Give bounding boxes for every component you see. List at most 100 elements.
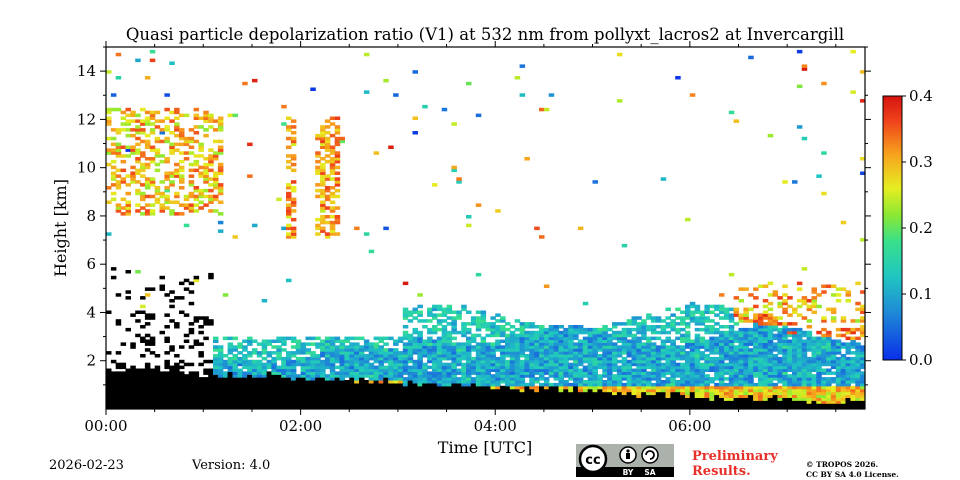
heatmap-cell	[670, 351, 676, 355]
heatmap-cell	[320, 209, 326, 213]
heatmap-cell	[393, 365, 399, 370]
heatmap-cell	[334, 232, 341, 236]
heatmap-cell	[412, 70, 418, 74]
heatmap-cell	[159, 131, 165, 135]
heatmap-cell	[704, 339, 710, 343]
heatmap-cell	[110, 151, 117, 155]
heatmap-cell	[738, 388, 744, 393]
heatmap-cell	[524, 330, 530, 335]
heatmap-cell	[252, 385, 258, 390]
heatmap-cell	[568, 342, 574, 346]
heatmap-cell	[714, 313, 720, 317]
heatmap-cell	[587, 362, 594, 367]
heatmap-cell	[417, 313, 423, 317]
heatmap-cell	[407, 333, 414, 338]
heatmap-cell	[203, 377, 209, 381]
heatmap-cell	[495, 365, 501, 370]
heatmap-cell	[670, 365, 676, 370]
heatmap-cell	[110, 197, 117, 202]
heatmap-cell	[830, 345, 837, 349]
heatmap-cell	[295, 377, 302, 381]
heatmap-cell	[130, 400, 136, 404]
heatmap-cell	[149, 148, 156, 152]
heatmap-cell	[203, 110, 209, 115]
heatmap-cell	[451, 322, 457, 326]
heatmap-cell	[144, 165, 151, 170]
heatmap-cell	[349, 348, 355, 352]
heatmap-cell	[626, 333, 633, 338]
heatmap-cell	[393, 351, 399, 355]
heatmap-cell	[738, 397, 744, 401]
heatmap-cell	[290, 232, 297, 236]
heatmap-cell	[227, 374, 234, 378]
heatmap-cell	[646, 385, 652, 390]
heatmap-cell	[582, 351, 589, 355]
heatmap-cell	[762, 348, 769, 352]
heatmap-cell	[252, 368, 258, 372]
heatmap-cell	[329, 220, 336, 225]
heatmap-cell	[801, 136, 808, 141]
heatmap-cell	[650, 388, 657, 393]
heatmap-cell	[232, 345, 238, 349]
heatmap-cell	[719, 359, 725, 364]
heatmap-cell	[636, 327, 642, 332]
heatmap-cell	[505, 371, 511, 375]
heatmap-cell	[164, 339, 170, 343]
heatmap-cell	[144, 313, 151, 317]
heatmap-cell	[174, 354, 180, 358]
heatmap-cell	[787, 385, 793, 390]
heatmap-cell	[125, 107, 131, 112]
heatmap-cell	[850, 342, 856, 346]
heatmap-cell	[860, 359, 865, 364]
heatmap-cell	[796, 377, 803, 381]
heatmap-cell	[276, 400, 282, 404]
heatmap-cell	[514, 374, 521, 378]
heatmap-cell	[777, 296, 783, 300]
heatmap-cell	[149, 403, 156, 407]
heatmap-cell	[524, 374, 530, 378]
heatmap-cell	[144, 400, 151, 404]
heatmap-cell	[402, 365, 409, 370]
heatmap-cell	[261, 345, 268, 349]
heatmap-cell	[505, 394, 511, 398]
heatmap-cell	[738, 336, 744, 341]
heatmap-cell	[665, 307, 671, 312]
heatmap-cell	[626, 368, 633, 372]
heatmap-cell	[339, 385, 345, 390]
heatmap-cell	[787, 365, 793, 370]
heatmap-cell	[777, 345, 783, 349]
heatmap-cell	[612, 362, 618, 367]
x-tick-label: 02:00	[279, 417, 322, 435]
heatmap-cell	[602, 374, 608, 378]
heatmap-cell	[193, 209, 200, 213]
heatmap-cell	[193, 403, 200, 407]
heatmap-cell	[495, 319, 501, 323]
heatmap-cell	[850, 374, 856, 378]
heatmap-cell	[743, 368, 749, 372]
heatmap-cell	[777, 403, 783, 407]
heatmap-cell	[680, 365, 686, 370]
heatmap-cell	[519, 385, 526, 390]
heatmap-cell	[320, 359, 326, 364]
heatmap-cell	[461, 406, 467, 409]
heatmap-cell	[149, 374, 156, 378]
heatmap-cell	[830, 348, 837, 352]
heatmap-cell	[840, 388, 847, 393]
heatmap-cell	[115, 394, 122, 398]
heatmap-cell	[548, 403, 555, 407]
heatmap-cell	[865, 345, 871, 349]
heatmap-cell	[135, 382, 141, 387]
heatmap-cell	[860, 382, 865, 387]
heatmap-cell	[222, 382, 229, 387]
heatmap-cell	[252, 394, 258, 398]
heatmap-cell	[470, 400, 477, 404]
heatmap-cell	[743, 391, 749, 396]
heatmap-cell	[217, 354, 224, 358]
heatmap-cell	[334, 151, 341, 155]
heatmap-cell	[548, 339, 555, 343]
heatmap-cell	[397, 365, 404, 370]
heatmap-cell	[519, 397, 526, 401]
heatmap-cell	[597, 345, 603, 349]
heatmap-cell	[573, 365, 579, 370]
heatmap-cell	[811, 287, 817, 291]
